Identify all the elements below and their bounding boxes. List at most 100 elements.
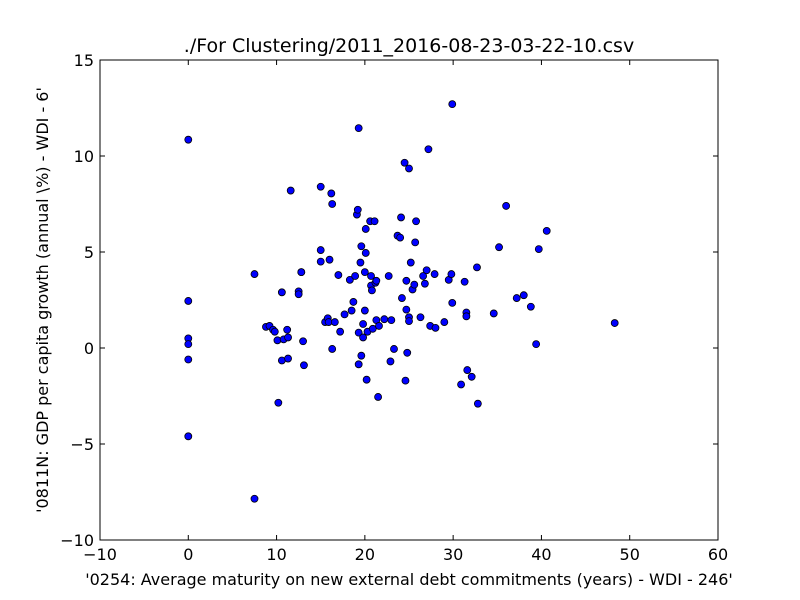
x-axis-label: '0254: Average maturity on new external … bbox=[85, 570, 733, 589]
data-point bbox=[502, 202, 511, 210]
data-point bbox=[412, 217, 420, 226]
data-point bbox=[405, 164, 413, 173]
data-point bbox=[336, 327, 345, 336]
data-point bbox=[327, 189, 336, 198]
data-point bbox=[519, 291, 528, 300]
data-point bbox=[467, 372, 476, 381]
data-point bbox=[250, 270, 259, 278]
data-point bbox=[463, 366, 472, 374]
data-point bbox=[440, 318, 449, 326]
data-point bbox=[448, 100, 457, 109]
data-point bbox=[297, 268, 306, 277]
data-point bbox=[354, 124, 363, 133]
data-point bbox=[362, 375, 371, 384]
data-point bbox=[356, 258, 365, 267]
data-point bbox=[359, 333, 367, 342]
data-point bbox=[403, 348, 412, 357]
data-point bbox=[542, 226, 551, 235]
data-point bbox=[402, 276, 411, 285]
x-tick-label: 30 bbox=[443, 545, 463, 564]
data-point bbox=[460, 277, 469, 286]
data-point bbox=[380, 315, 389, 324]
data-point bbox=[372, 276, 381, 285]
data-point bbox=[357, 351, 366, 360]
data-point bbox=[416, 313, 425, 322]
data-point bbox=[387, 316, 396, 325]
data-point bbox=[277, 288, 286, 297]
data-point bbox=[316, 182, 325, 191]
data-point bbox=[316, 246, 325, 254]
data-point bbox=[430, 270, 439, 278]
data-point bbox=[532, 340, 541, 349]
data-point bbox=[384, 272, 393, 280]
data-point bbox=[184, 432, 193, 441]
data-point bbox=[431, 323, 440, 332]
data-point bbox=[330, 318, 339, 326]
data-point bbox=[410, 280, 419, 289]
data-point bbox=[351, 272, 360, 280]
data-point bbox=[368, 324, 377, 333]
data-point bbox=[462, 312, 471, 321]
data-point bbox=[328, 345, 337, 353]
data-point bbox=[328, 200, 337, 208]
x-tick-label: 50 bbox=[620, 545, 640, 564]
data-point bbox=[375, 322, 383, 330]
data-point bbox=[270, 327, 279, 336]
data-point bbox=[354, 328, 363, 337]
data-point bbox=[359, 320, 367, 328]
data-point bbox=[345, 275, 354, 284]
x-tick-label: 20 bbox=[355, 545, 375, 564]
data-point bbox=[405, 317, 413, 326]
x-tick-label: 0 bbox=[183, 545, 193, 564]
plot-area-frame bbox=[99, 59, 719, 541]
data-point bbox=[448, 298, 457, 307]
data-point bbox=[610, 319, 619, 327]
x-tick-label: −10 bbox=[83, 545, 117, 564]
data-point bbox=[489, 309, 498, 318]
x-tick-label: 10 bbox=[266, 545, 286, 564]
data-point bbox=[386, 357, 395, 366]
data-point bbox=[368, 286, 376, 295]
data-point bbox=[367, 272, 375, 280]
data-point bbox=[184, 297, 193, 305]
data-point bbox=[316, 257, 325, 266]
data-point bbox=[361, 225, 370, 233]
data-point bbox=[390, 345, 398, 353]
data-point bbox=[534, 245, 543, 254]
data-point bbox=[473, 399, 482, 408]
data-point bbox=[184, 355, 193, 364]
points-layer bbox=[184, 100, 619, 503]
data-point bbox=[473, 263, 481, 272]
data-point bbox=[349, 298, 358, 306]
data-point bbox=[495, 243, 503, 252]
y-tick-label: −5 bbox=[70, 435, 94, 454]
data-point bbox=[360, 306, 369, 315]
y-axis-label: '0811N: GDP per capita growth (annual \%… bbox=[33, 87, 52, 513]
data-point bbox=[250, 494, 259, 503]
tick-layer: −10 0 10 20 30 40 50 60 −10 −5 0 5 10 15 bbox=[60, 51, 728, 564]
data-point bbox=[340, 310, 349, 319]
data-point bbox=[419, 272, 428, 280]
data-point bbox=[422, 266, 431, 275]
data-point bbox=[294, 290, 303, 299]
data-point bbox=[398, 294, 406, 302]
data-point bbox=[353, 205, 362, 214]
data-point bbox=[184, 135, 193, 144]
y-tick-label: 10 bbox=[74, 147, 94, 166]
y-tick-label: −10 bbox=[60, 531, 94, 550]
data-point bbox=[360, 268, 369, 277]
data-point bbox=[512, 294, 521, 302]
data-point bbox=[299, 337, 307, 346]
data-point bbox=[347, 306, 356, 315]
data-point bbox=[370, 217, 379, 226]
data-point bbox=[361, 249, 370, 257]
data-point bbox=[457, 380, 465, 389]
data-point bbox=[411, 238, 420, 247]
data-point bbox=[325, 255, 334, 264]
data-point bbox=[402, 305, 411, 314]
data-point bbox=[284, 354, 292, 363]
data-point bbox=[357, 242, 366, 251]
data-point bbox=[424, 145, 433, 154]
y-tick-label: 0 bbox=[84, 339, 94, 358]
